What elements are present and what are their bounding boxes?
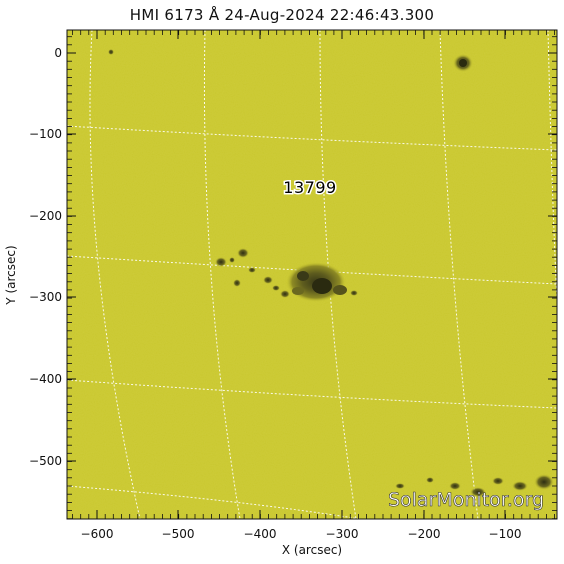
sunspot-group-lower-right <box>395 474 554 497</box>
x-tick-label: −300 <box>326 527 359 541</box>
x-axis-label: X (arcsec) <box>282 543 342 557</box>
active-region-label: 13799 <box>283 178 336 197</box>
sunspot-umbra <box>459 59 467 67</box>
x-tick-label: −500 <box>162 527 195 541</box>
x-tick-label: −600 <box>81 527 114 541</box>
y-tick-label: −200 <box>29 209 62 223</box>
x-tick-label: −100 <box>489 527 522 541</box>
x-tick-label: −200 <box>408 527 441 541</box>
x-axis: −600 −500 −400 −300 −200 −100 X (arcsec) <box>81 30 522 557</box>
y-axis-label: Y (arcsec) <box>4 245 18 305</box>
y-tick-label: −500 <box>29 454 62 468</box>
heliographic-grid <box>67 30 557 519</box>
y-axis: 0 −100 −200 −300 −400 −500 Y (arcsec) <box>4 46 557 468</box>
x-tick-label: −400 <box>244 527 277 541</box>
sunspot-tiny <box>108 49 114 55</box>
watermark-logo: SolarMonitor.org <box>388 489 544 511</box>
y-tick-label: −300 <box>29 290 62 304</box>
figure-title: HMI 6173 Å 24-Aug-2024 22:46:43.300 <box>129 6 435 24</box>
plot-frame <box>66 29 558 520</box>
y-tick-label: −100 <box>29 127 62 141</box>
sunspot-group-main <box>215 248 358 302</box>
y-tick-label: 0 <box>54 46 62 60</box>
y-tick-label: −400 <box>29 372 62 386</box>
